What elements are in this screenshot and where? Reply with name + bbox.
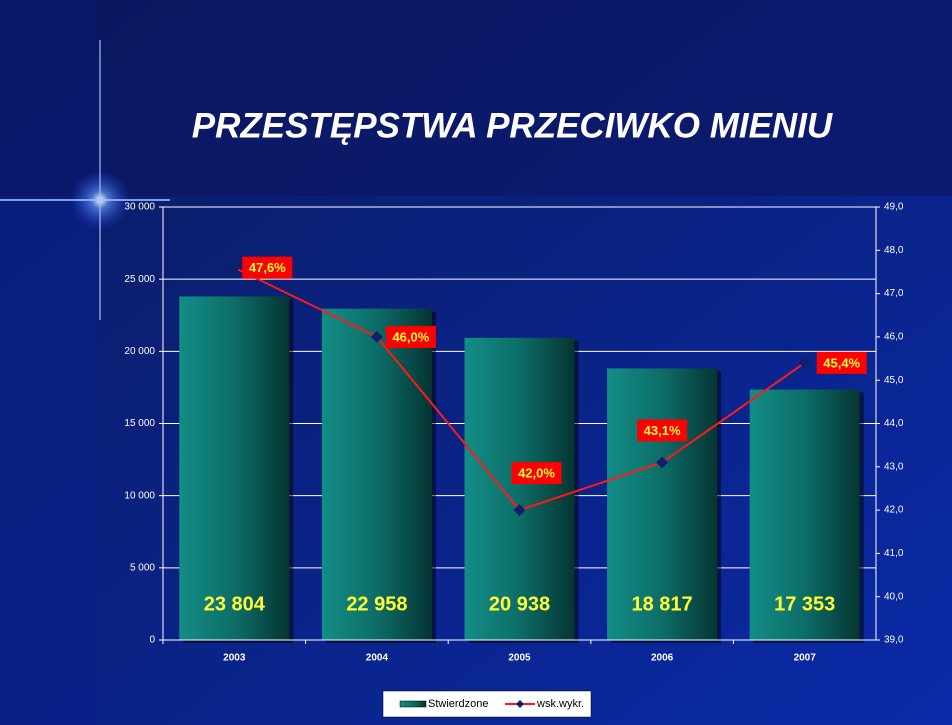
bar	[607, 368, 718, 640]
label-box	[637, 419, 688, 442]
y2-tick-label: 41,0	[884, 548, 904, 559]
legend: Stwierdzone wsk.wykr.	[382, 690, 592, 718]
bar-value-label: 23 804	[204, 593, 266, 615]
legend-marker	[516, 700, 524, 708]
bar-value-label: 22 958	[346, 593, 407, 615]
y-tick-label: 10 000	[124, 490, 155, 501]
line-value-label: 43,1%	[644, 423, 681, 438]
legend-label: Stwierdzone	[428, 698, 489, 710]
y-tick-label: 30 000	[124, 202, 155, 213]
legend-swatch	[399, 700, 427, 708]
label-box	[511, 462, 562, 485]
y2-tick-label: 47,0	[884, 288, 904, 299]
y-tick-label: 25 000	[124, 274, 155, 285]
legend-label: wsk.wykr.	[536, 698, 584, 710]
y2-tick-label: 46,0	[884, 332, 904, 343]
y2-tick-label: 44,0	[884, 418, 904, 429]
y2-tick-label: 40,0	[884, 591, 904, 602]
y-tick-label: 15 000	[124, 418, 155, 429]
header-band	[0, 0, 952, 196]
y2-tick-label: 49,0	[884, 202, 904, 213]
y2-tick-label: 39,0	[884, 635, 904, 646]
starburst	[0, 40, 170, 320]
line-value-label: 46,0%	[392, 329, 429, 344]
label-box	[385, 325, 436, 348]
x-tick-label: 2003	[223, 653, 246, 664]
bar	[749, 389, 860, 640]
label-box	[242, 256, 293, 279]
bar-value-label: 20 938	[489, 593, 550, 615]
bar	[179, 296, 290, 640]
x-tick-label: 2004	[366, 653, 389, 664]
line-value-label: 42,0%	[518, 466, 555, 481]
line-value-label: 45,4%	[823, 355, 860, 370]
y2-tick-label: 42,0	[884, 505, 904, 516]
y2-tick-label: 45,0	[884, 375, 904, 386]
bar-value-label: 17 353	[774, 593, 835, 615]
line-value-label: 47,6%	[249, 260, 286, 275]
marker	[370, 330, 383, 343]
marker	[513, 504, 526, 517]
marker	[656, 456, 669, 469]
marker	[798, 356, 811, 369]
y-tick-label: 5 000	[130, 562, 155, 573]
x-tick-label: 2007	[794, 653, 817, 664]
y-tick-label: 0	[149, 635, 155, 646]
y-tick-label: 20 000	[124, 346, 155, 357]
chart-title: PRZESTĘPSTWA PRZECIWKO MIENIU	[192, 106, 833, 145]
x-tick-label: 2005	[508, 653, 531, 664]
label-box	[816, 351, 867, 374]
y2-tick-label: 48,0	[884, 245, 904, 256]
x-tick-label: 2006	[651, 653, 674, 664]
bar-value-label: 18 817	[632, 593, 693, 615]
bar	[321, 308, 432, 640]
bar	[464, 337, 575, 640]
marker	[228, 261, 241, 274]
y2-tick-label: 43,0	[884, 461, 904, 472]
